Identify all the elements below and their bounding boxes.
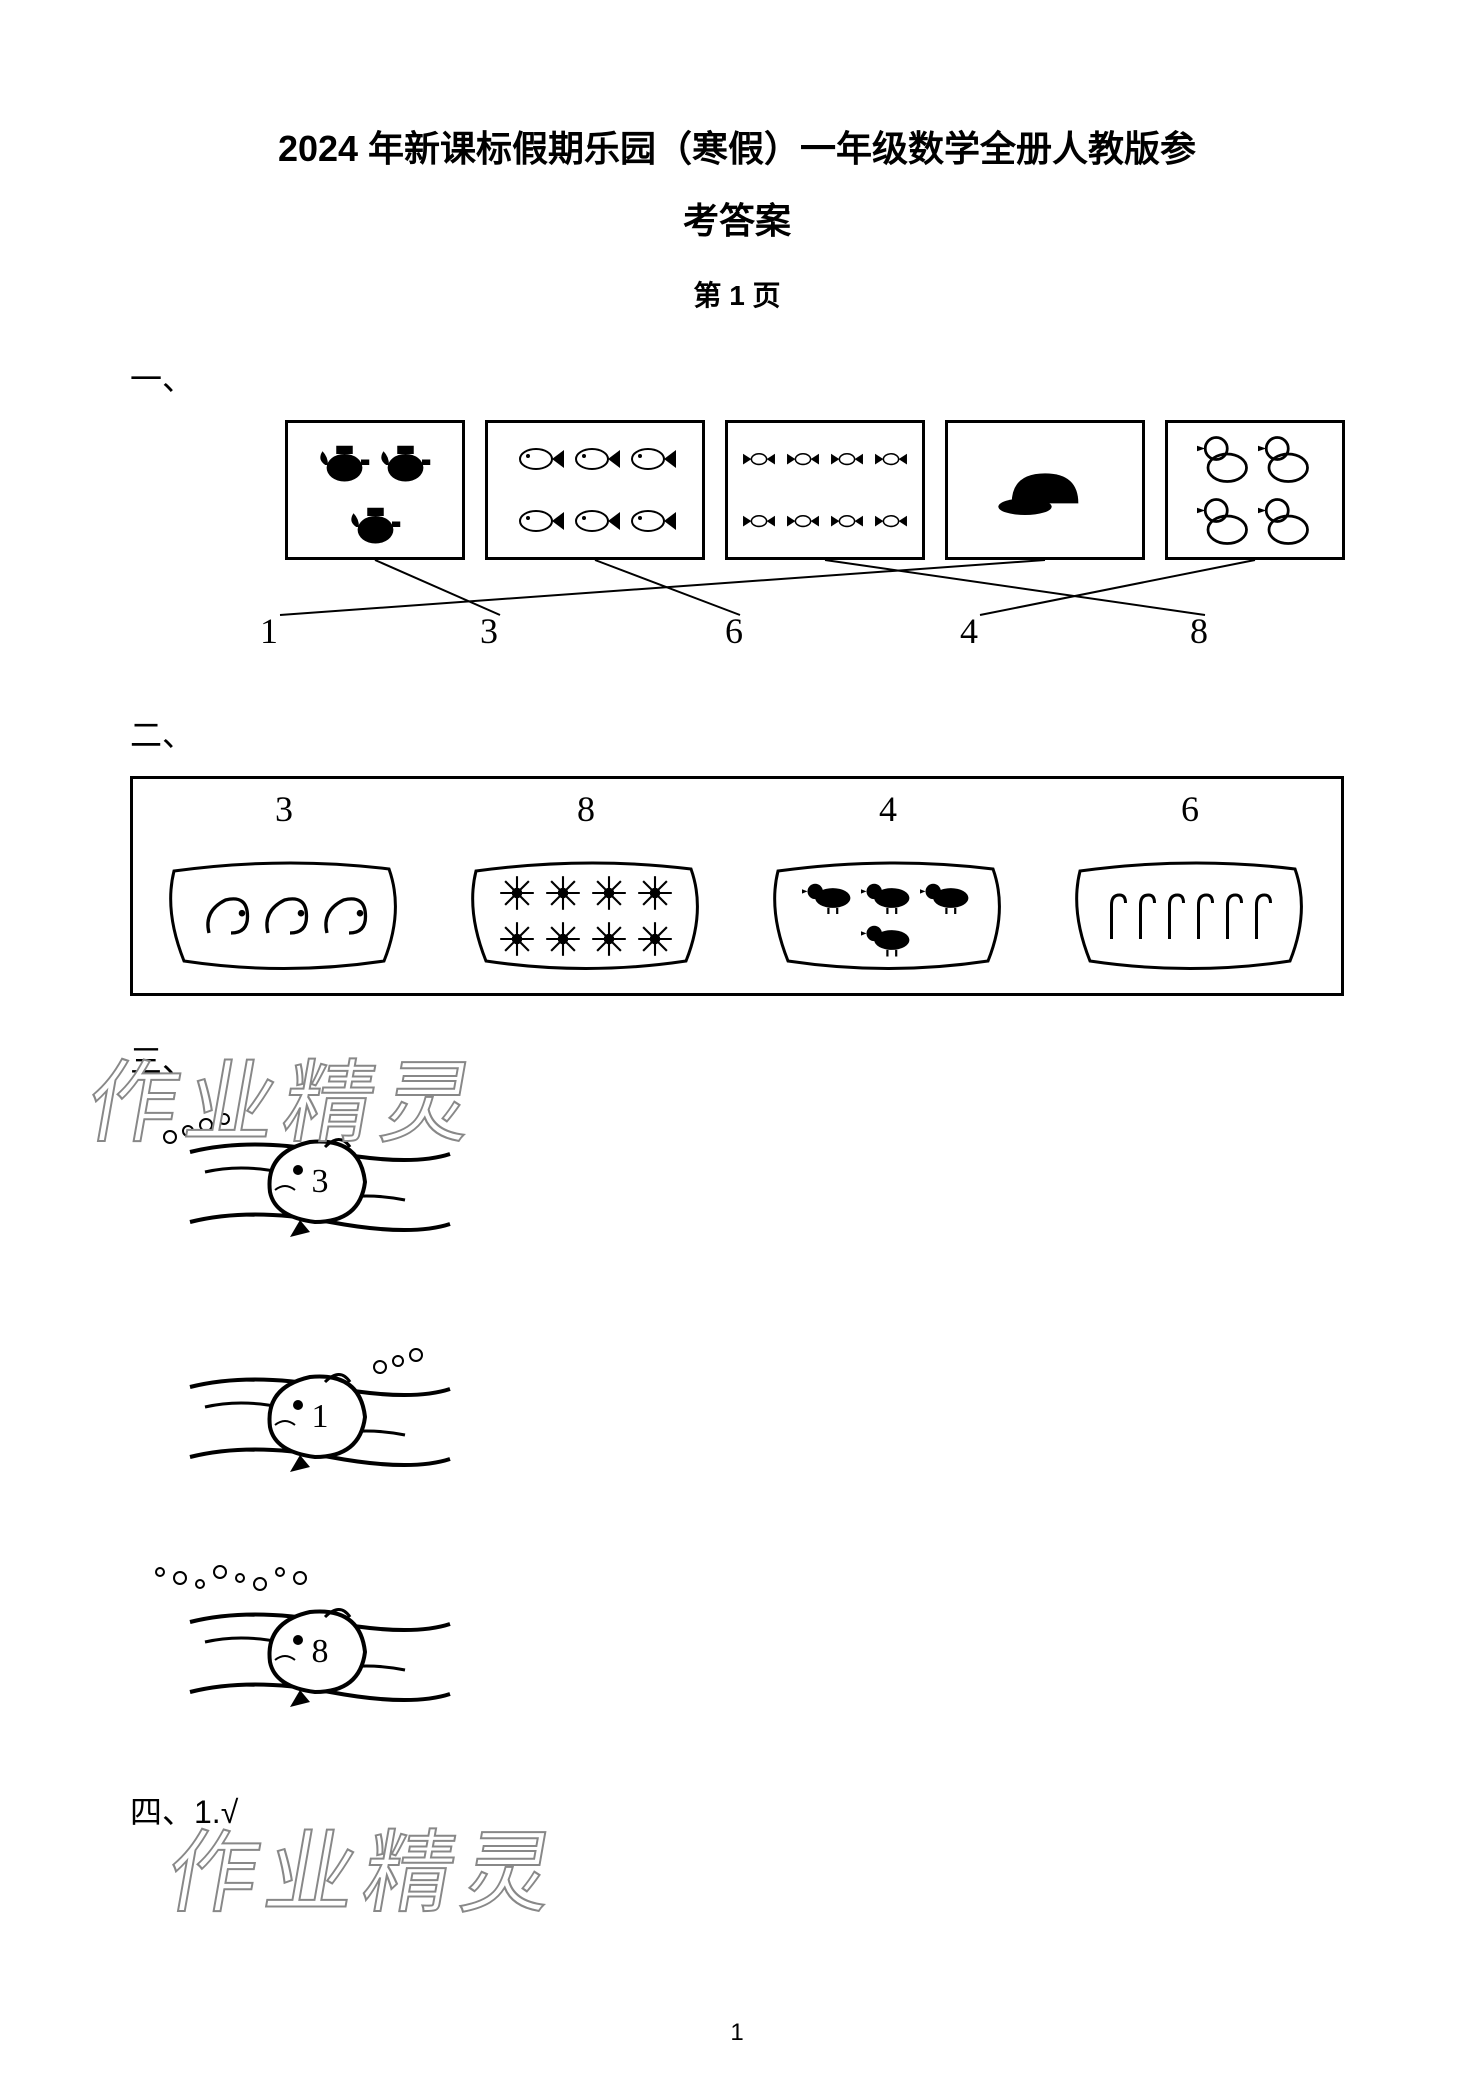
- exercise-3: 3 1 8: [150, 1082, 1344, 1727]
- page-label: 第 1 页: [130, 274, 1344, 314]
- title-line2: 考答案: [130, 192, 1344, 244]
- exercise2-cell-2: 4: [737, 779, 1039, 993]
- exercise2-cell-0: 3: [133, 779, 435, 993]
- exercise2-num-0: 3: [133, 779, 435, 839]
- exercise2-img-0: [133, 839, 435, 993]
- exercise2-img-2: [737, 839, 1039, 993]
- exercise3-fish-0: 3: [150, 1082, 1344, 1257]
- fish-scene: 3: [150, 1082, 470, 1252]
- exercise1-box-2: [725, 420, 925, 560]
- exercise-2-table: 3 8 4 6: [130, 776, 1344, 996]
- exercise-2: 3 8 4 6: [130, 776, 1344, 996]
- exercise1-number-3: 4: [960, 610, 978, 652]
- section-4-label: 四、1.√: [130, 1787, 1344, 1833]
- exercise1-box-0: [285, 420, 465, 560]
- fish-scene: 1: [150, 1317, 470, 1487]
- exercise3-fish-1: 1: [150, 1317, 1344, 1492]
- exercise2-img-1: [435, 839, 737, 993]
- exercise2-img-3: [1039, 839, 1341, 993]
- exercise1-number-2: 6: [725, 610, 743, 652]
- section-1-label: 一、: [130, 354, 1344, 400]
- exercise1-number-1: 3: [480, 610, 498, 652]
- section-2-label: 二、: [130, 710, 1344, 756]
- exercise1-box-1: [485, 420, 705, 560]
- svg-text:8: 8: [312, 1633, 329, 1670]
- exercise1-box-3: [945, 420, 1145, 560]
- page-root: 2024 年新课标假期乐园（寒假）一年级数学全册人教版参 考答案 第 1 页 一…: [0, 0, 1474, 1873]
- exercise1-box-4: [1165, 420, 1345, 560]
- fish-scene: 8: [150, 1552, 470, 1722]
- svg-text:1: 1: [312, 1398, 329, 1435]
- exercise1-number-0: 1: [260, 610, 278, 652]
- exercise2-num-1: 8: [435, 779, 737, 839]
- exercise3-fish-2: 8: [150, 1552, 1344, 1727]
- section-3-label: 三、: [130, 1043, 194, 1079]
- exercise1-number-4: 8: [1190, 610, 1208, 652]
- exercise2-num-3: 6: [1039, 779, 1341, 839]
- exercise2-cell-3: 6: [1039, 779, 1341, 993]
- svg-text:3: 3: [312, 1163, 329, 1200]
- exercise2-cell-1: 8: [435, 779, 737, 993]
- title-line1: 2024 年新课标假期乐园（寒假）一年级数学全册人教版参: [130, 120, 1344, 172]
- footer-page-number: 1: [730, 2019, 743, 2047]
- exercise2-num-2: 4: [737, 779, 1039, 839]
- exercise-1: 1 3 6 4 8: [130, 420, 1344, 670]
